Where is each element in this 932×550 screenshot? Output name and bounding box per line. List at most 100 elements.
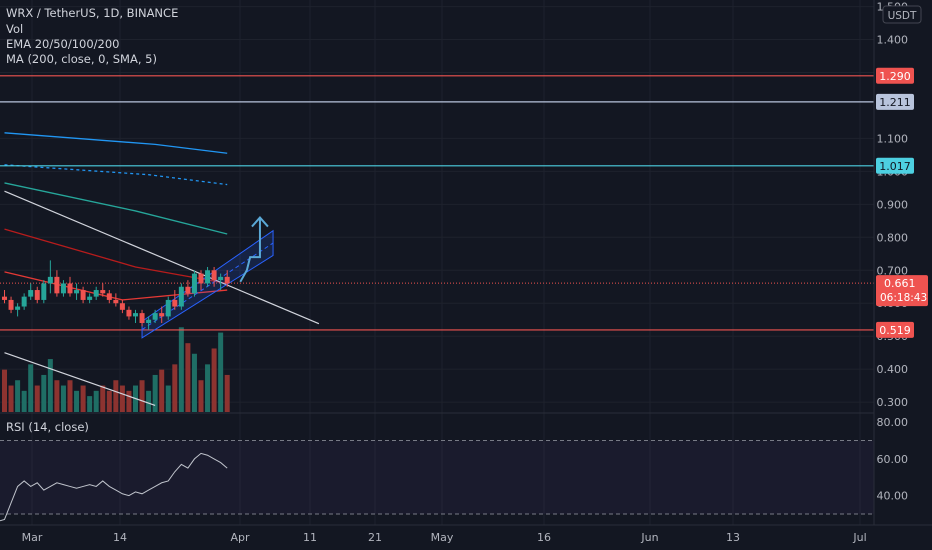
level-label-3: 0.519 (879, 324, 911, 337)
rsi-band (0, 440, 874, 514)
candle-body-13 (87, 296, 93, 300)
time-tick-1: 14 (113, 531, 127, 544)
candle-body-8 (54, 276, 60, 294)
volume-bar-31 (205, 364, 211, 412)
price-tick-7: 0.700 (877, 264, 909, 277)
volume-bar-12 (80, 385, 86, 412)
time-tick-9: Jul (852, 531, 866, 544)
price-tick-6: 0.800 (877, 231, 909, 244)
trendline (4, 190, 320, 325)
candle-body-6 (41, 283, 47, 300)
level-label-2: 1.017 (879, 160, 911, 173)
time-tick-8: 13 (726, 531, 740, 544)
projection-arrow-head (251, 216, 269, 228)
rsi-tick-2: 40.00 (877, 490, 909, 503)
volume-bar-22 (146, 390, 152, 412)
level-label-bg-2 (876, 157, 914, 174)
currency-badge (882, 5, 922, 24)
level-label-bg-0 (876, 67, 914, 84)
legend-volume[interactable]: Vol (6, 22, 24, 36)
legend-ma[interactable]: MA (200, close, 0, SMA, 5) (6, 52, 157, 66)
volume-bar-23 (152, 374, 158, 412)
candle-body-29 (191, 273, 197, 294)
volume-trendline (4, 352, 156, 406)
candle-body-2 (15, 306, 21, 310)
level-label-1: 1.211 (879, 96, 911, 109)
volume-bar-17 (113, 380, 119, 412)
currency-label: USDT (888, 10, 917, 22)
candle-body-16 (106, 293, 112, 300)
volume-bar-7 (47, 359, 53, 412)
ema-line-0 (4, 132, 228, 154)
rsi-legend[interactable]: RSI (14, close) (6, 420, 89, 434)
candle-body-12 (80, 290, 86, 300)
ema-line-2 (4, 182, 228, 235)
volume-bar-30 (198, 380, 204, 412)
volume-bar-4 (28, 364, 34, 412)
volume-bar-14 (93, 390, 99, 412)
volume-bar-32 (211, 348, 217, 412)
volume-bar-11 (74, 390, 80, 412)
last-price-label: 0.661 (884, 277, 916, 290)
price-tick-3: 1.100 (877, 132, 909, 145)
candle-body-1 (8, 299, 14, 310)
volume-bar-19 (126, 390, 132, 412)
candle-body-11 (74, 290, 80, 294)
volume-bar-24 (159, 369, 165, 412)
volume-bar-1 (8, 385, 14, 412)
level-label-bg-1 (876, 93, 914, 110)
volume-bar-33 (218, 332, 224, 412)
volume-bar-25 (165, 385, 171, 412)
candle-body-19 (126, 309, 132, 317)
price-tick-1: 1.400 (877, 34, 909, 47)
countdown-label: 06:18:43 (880, 292, 927, 304)
price-axis-bg (874, 0, 932, 550)
volume-bar-21 (139, 380, 145, 412)
candle-body-0 (2, 296, 7, 300)
candle-body-28 (185, 286, 191, 294)
candle-body-33 (218, 276, 224, 281)
legend-ema[interactable]: EMA 20/50/100/200 (6, 37, 120, 51)
candle-body-25 (165, 299, 171, 317)
rsi-tick-1: 60.00 (877, 453, 909, 466)
volume-bar-26 (172, 364, 178, 412)
time-tick-4: 21 (368, 531, 382, 544)
candle-body-3 (21, 296, 27, 307)
candle-body-15 (100, 290, 106, 294)
volume-bar-28 (185, 343, 191, 412)
candle-body-31 (205, 270, 211, 284)
candle-body-32 (211, 270, 217, 281)
candle-body-7 (47, 276, 53, 284)
volume-bar-16 (106, 390, 112, 412)
last-price-label-bg (876, 275, 928, 307)
volume-bar-34 (224, 374, 230, 412)
level-label-bg-3 (876, 321, 914, 338)
symbol-title[interactable]: WRX / TetherUS, 1D, BINANCE (6, 6, 179, 20)
level-label-0: 1.290 (879, 70, 911, 83)
candle-body-9 (60, 283, 66, 294)
candle-body-30 (198, 273, 204, 284)
candle-body-27 (178, 286, 184, 307)
time-tick-6: 16 (537, 531, 551, 544)
candle-body-4 (28, 290, 34, 297)
volume-bar-2 (15, 380, 21, 412)
projection-arrow (239, 217, 261, 283)
candle-body-21 (139, 313, 145, 324)
candle-body-14 (93, 290, 99, 297)
candle-body-20 (133, 313, 138, 317)
time-tick-3: 11 (303, 531, 317, 544)
candle-body-17 (113, 299, 119, 304)
candle-body-34 (224, 276, 230, 284)
volume-bar-9 (60, 385, 66, 412)
volume-bar-18 (119, 385, 125, 412)
candle-body-24 (159, 313, 165, 317)
candle-body-18 (119, 303, 125, 310)
volume-bar-3 (21, 390, 27, 412)
price-tick-5: 0.900 (877, 198, 909, 211)
volume-bar-6 (41, 374, 47, 412)
volume-bar-27 (178, 327, 184, 412)
volume-bar-29 (191, 353, 197, 412)
volume-bar-8 (54, 380, 60, 412)
